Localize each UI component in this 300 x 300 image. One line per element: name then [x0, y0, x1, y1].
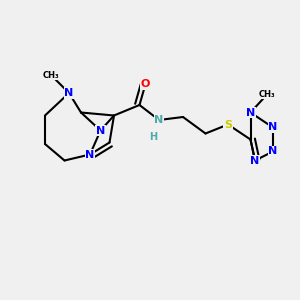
Text: N: N	[154, 115, 164, 125]
Text: O: O	[141, 79, 150, 89]
Text: S: S	[224, 119, 232, 130]
Text: CH₃: CH₃	[259, 90, 275, 99]
Text: N: N	[246, 107, 255, 118]
Text: CH₃: CH₃	[43, 70, 59, 80]
Text: N: N	[85, 149, 94, 160]
Text: N: N	[96, 125, 105, 136]
Text: H: H	[149, 131, 157, 142]
Text: N: N	[64, 88, 74, 98]
Text: N: N	[268, 146, 278, 157]
Text: N: N	[268, 122, 278, 133]
Text: N: N	[250, 155, 260, 166]
